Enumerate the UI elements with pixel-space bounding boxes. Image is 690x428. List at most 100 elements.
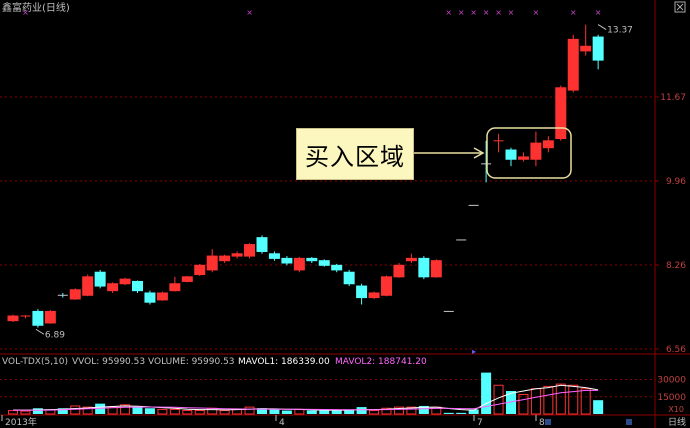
- candle-body[interactable]: [592, 36, 604, 61]
- volume-bar: [381, 407, 392, 415]
- candle-body[interactable]: [107, 283, 119, 292]
- volume-bar: [157, 408, 168, 415]
- candle-body[interactable]: [517, 156, 529, 160]
- volume-bar: [543, 385, 554, 415]
- candle-body[interactable]: [44, 310, 56, 324]
- candle-body[interactable]: [567, 38, 579, 91]
- candle-body[interactable]: [7, 315, 19, 322]
- candle-body[interactable]: [530, 142, 542, 160]
- candle-body[interactable]: [256, 237, 268, 252]
- scroll-marker-icon[interactable]: [626, 419, 632, 425]
- volume-bar: [144, 408, 155, 414]
- candle-body[interactable]: [181, 276, 193, 282]
- close-icon[interactable]: [674, 1, 686, 13]
- event-marker-icon: ×: [533, 8, 540, 17]
- event-marker-icon: ×: [570, 8, 577, 17]
- chart-title: 鑫富药业(日线): [2, 1, 70, 14]
- cursor-marker-icon: ▸: [472, 347, 476, 356]
- low-price-label: 6.89: [45, 330, 65, 340]
- candle-body[interactable]: [393, 264, 405, 278]
- candle-body[interactable]: [430, 260, 442, 278]
- volume-bar: [555, 383, 566, 415]
- volume-bar: [518, 393, 529, 415]
- volume-bar: [406, 406, 417, 415]
- candle-body[interactable]: [94, 271, 106, 287]
- candle-body[interactable]: [318, 260, 330, 266]
- event-marker-icon: ×: [508, 8, 515, 17]
- candle-body[interactable]: [555, 87, 567, 139]
- candle-body[interactable]: [219, 255, 231, 262]
- event-marker-icon: ×: [246, 8, 253, 17]
- candle-body[interactable]: [32, 310, 44, 326]
- volume-bar: [306, 410, 317, 414]
- vvol-label: VVOL: 95990.53: [72, 357, 145, 367]
- mavol2-label: MAVOL2: 188741.20: [335, 357, 427, 367]
- event-marker-icon: ×: [470, 8, 477, 17]
- candle-body[interactable]: [381, 276, 392, 296]
- candle-body[interactable]: [505, 149, 517, 160]
- volume-bar: [356, 407, 367, 414]
- candle-body[interactable]: [82, 276, 94, 296]
- candle-body[interactable]: [293, 257, 305, 271]
- volume-bar: [319, 410, 330, 414]
- time-axis-label: 4: [279, 418, 285, 428]
- close-icon-stroke: [676, 3, 684, 11]
- candle-body[interactable]: [144, 292, 156, 303]
- candle-body[interactable]: [356, 285, 368, 299]
- candle-body[interactable]: [368, 292, 380, 299]
- candle-body[interactable]: [156, 292, 168, 301]
- volume-bar: [169, 408, 180, 415]
- volume-bar: [593, 400, 604, 414]
- candle-body[interactable]: [343, 271, 355, 285]
- time-axis-label: 2013年: [5, 416, 37, 428]
- volume-bar: [568, 384, 579, 415]
- volume-bar: [344, 409, 355, 414]
- candle-body[interactable]: [244, 244, 256, 257]
- volume-bar: [107, 406, 118, 415]
- candle-body[interactable]: [231, 253, 243, 257]
- candle-body[interactable]: [268, 253, 280, 259]
- candle-body[interactable]: [281, 257, 293, 264]
- low-price-pointer: [35, 328, 45, 335]
- volume-bar: [468, 409, 479, 414]
- candle-body[interactable]: [132, 280, 143, 292]
- candle-body[interactable]: [169, 283, 181, 292]
- high-price-pointer: [597, 24, 607, 31]
- volume-axis-label: 30000: [657, 376, 686, 386]
- volume-bar: [369, 410, 380, 415]
- candle-body[interactable]: [194, 264, 206, 276]
- price-axis-label: 9.96: [666, 177, 686, 187]
- candle-body[interactable]: [405, 257, 417, 262]
- price-axis-label: 11.67: [660, 93, 686, 103]
- candle-body[interactable]: [580, 45, 592, 52]
- period-label: 日线: [668, 416, 686, 428]
- candle-body[interactable]: [331, 264, 343, 271]
- volume-bar: [257, 408, 267, 414]
- candle-body[interactable]: [418, 257, 430, 278]
- volume-bar: [120, 404, 131, 415]
- volume-bar: [219, 410, 230, 415]
- candle-body[interactable]: [542, 140, 554, 149]
- volume-unit-label: X10: [668, 405, 684, 414]
- volume-bar: [182, 410, 193, 415]
- event-marker-icon: ×: [483, 8, 490, 17]
- candle-body[interactable]: [119, 278, 131, 285]
- mavol2-line: [13, 389, 599, 411]
- volume-bar: [331, 410, 342, 414]
- candle-body[interactable]: [306, 257, 318, 262]
- volume-bar: [244, 406, 255, 415]
- price-axis-label: 6.56: [666, 345, 686, 355]
- volume-value-label: VOLUME: 95990.53: [148, 357, 235, 367]
- volume-bar: [481, 372, 492, 414]
- volume-bar: [580, 388, 591, 415]
- scroll-marker-icon[interactable]: [545, 419, 551, 425]
- candle-body[interactable]: [206, 255, 218, 271]
- volume-bar: [132, 407, 143, 414]
- event-marker-icon: ×: [445, 8, 452, 17]
- volume-bar: [32, 408, 43, 414]
- volume-bar: [281, 410, 292, 414]
- candle-body[interactable]: [69, 289, 81, 300]
- volume-bar: [20, 410, 31, 415]
